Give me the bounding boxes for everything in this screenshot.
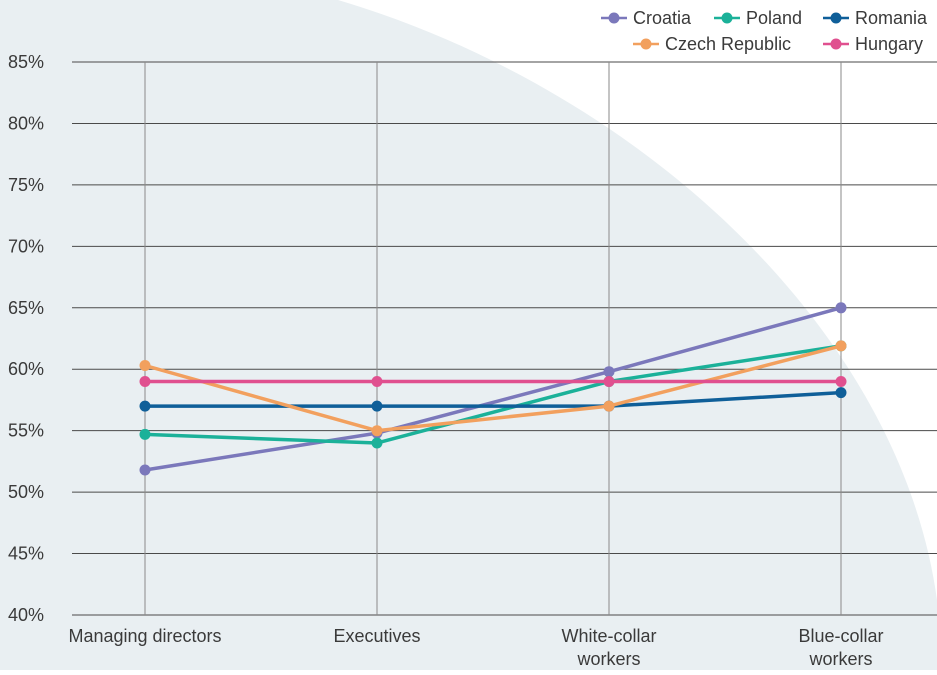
data-point	[835, 376, 847, 387]
x-tick-label: Blue-collar workers	[798, 626, 883, 669]
y-tick-label: 85%	[8, 52, 44, 72]
legend-label: Hungary	[855, 34, 923, 54]
x-axis-tick-labels: Managing directors Executives White-collar…	[68, 626, 883, 669]
data-point	[835, 340, 847, 352]
legend-item-romania: Romania	[823, 8, 928, 28]
data-point	[139, 376, 151, 387]
x-tick-label: White-collar workers	[561, 626, 656, 669]
y-axis-tick-labels: 40% 45% 50% 55% 60% 65% 70% 75% 80% 85%	[8, 52, 44, 625]
y-tick-label: 45%	[8, 544, 44, 564]
data-point	[603, 400, 615, 412]
grid-lines	[72, 61, 937, 616]
data-point	[371, 400, 383, 412]
x-tick-label: Managing directors	[68, 626, 221, 646]
data-point	[139, 400, 151, 412]
legend-label: Czech Republic	[665, 34, 791, 54]
legend-item-poland: Poland	[714, 8, 802, 28]
x-tick-label: Executives	[333, 626, 420, 646]
data-point	[835, 302, 847, 314]
series-line	[144, 306, 842, 472]
y-tick-label: 80%	[8, 113, 44, 133]
legend: Croatia Poland Romania Czech Republic Hungar…	[601, 8, 928, 54]
legend-swatch-marker	[721, 12, 733, 24]
series-line	[145, 390, 842, 408]
data-point	[371, 376, 383, 387]
y-tick-label: 50%	[8, 482, 44, 502]
y-tick-label: 75%	[8, 175, 44, 195]
y-tick-label: 60%	[8, 359, 44, 379]
legend-item-czech-republic: Czech Republic	[633, 34, 791, 54]
legend-swatch-marker	[640, 38, 652, 50]
legend-label: Poland	[746, 8, 802, 28]
y-tick-label: 55%	[8, 421, 44, 441]
legend-item-hungary: Hungary	[823, 34, 923, 54]
series-line	[144, 344, 842, 445]
data-point	[139, 464, 151, 476]
legend-swatch-marker	[608, 12, 620, 24]
y-tick-label: 70%	[8, 236, 44, 256]
y-tick-label: 65%	[8, 298, 44, 318]
series-czech-republic	[139, 340, 847, 437]
legend-item-croatia: Croatia	[601, 8, 692, 28]
data-point	[139, 360, 151, 371]
series-hungary	[139, 376, 847, 387]
legend-label: Romania	[855, 8, 928, 28]
data-point	[835, 387, 847, 399]
data-point	[371, 437, 383, 449]
data-point	[603, 376, 615, 387]
data-point	[603, 366, 615, 378]
series-line	[144, 344, 842, 433]
series-lines	[139, 302, 847, 476]
y-tick-label: 40%	[8, 605, 44, 625]
legend-swatch-marker	[830, 38, 842, 50]
legend-swatch-marker	[830, 12, 842, 24]
data-point	[139, 428, 151, 440]
legend-label: Croatia	[633, 8, 692, 28]
series-croatia	[139, 302, 847, 476]
data-point	[371, 425, 383, 437]
